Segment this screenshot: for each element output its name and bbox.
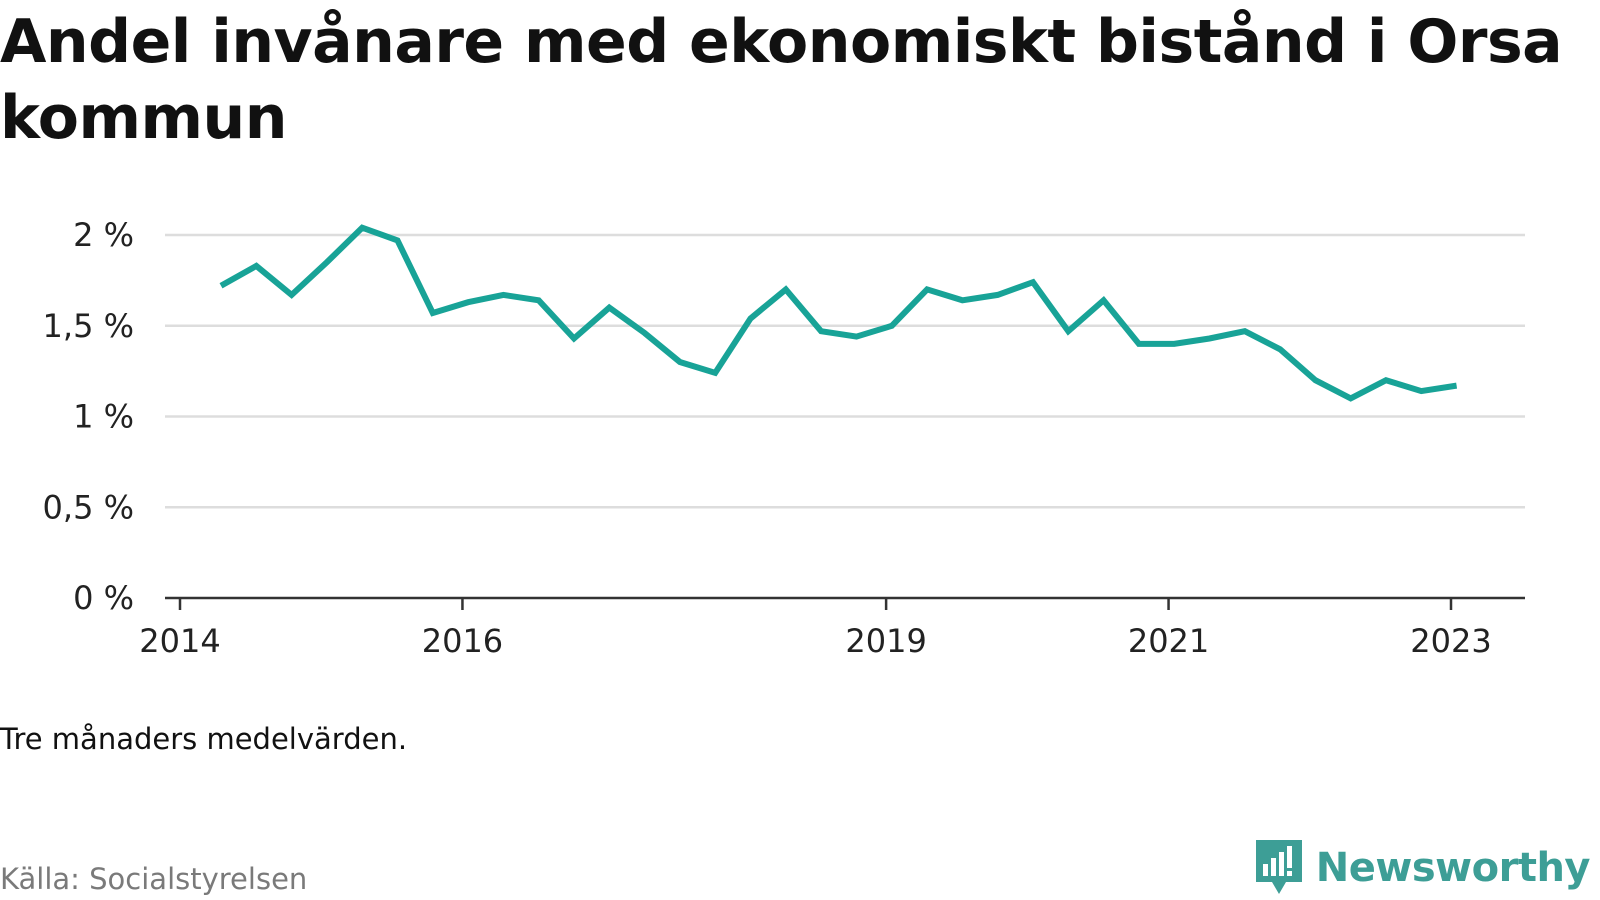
newsworthy-logo-icon [1255, 840, 1302, 894]
x-tick-label: 2014 [139, 622, 220, 660]
chart-title: Andel invånare med ekonomiskt bistånd i … [0, 7, 1563, 153]
chart-note: Tre månaders medelvärden. [0, 722, 408, 756]
brand-name: Newsworthy [1315, 845, 1591, 891]
x-tick-label: 2019 [845, 622, 926, 660]
y-tick-label: 2 % [73, 216, 134, 254]
x-axis: 2014 2016 2019 2021 2023 [139, 596, 1525, 660]
newsworthy-logo: Newsworthy [1254, 838, 1591, 898]
source-credit: Källa: Socialstyrelsen [0, 862, 308, 896]
y-tick-label: 0,5 % [43, 488, 134, 526]
y-tick-label: 1 % [73, 398, 134, 436]
x-tick-label: 2023 [1410, 622, 1491, 660]
series-line [219, 224, 1458, 402]
y-tick-label: 1,5 % [43, 307, 134, 345]
y-axis-labels: 0 % 0,5 % 1 % 1,5 % 2 % [43, 216, 134, 617]
line-chart: 0 % 0,5 % 1 % 1,5 % 2 % 2014 2016 2019 2021 2023 [43, 216, 1525, 660]
grid-lines [165, 233, 1525, 509]
x-tick-label: 2016 [422, 622, 503, 660]
y-tick-label: 0 % [73, 579, 134, 617]
x-tick-label: 2021 [1128, 622, 1209, 660]
series-layer [219, 224, 1458, 402]
